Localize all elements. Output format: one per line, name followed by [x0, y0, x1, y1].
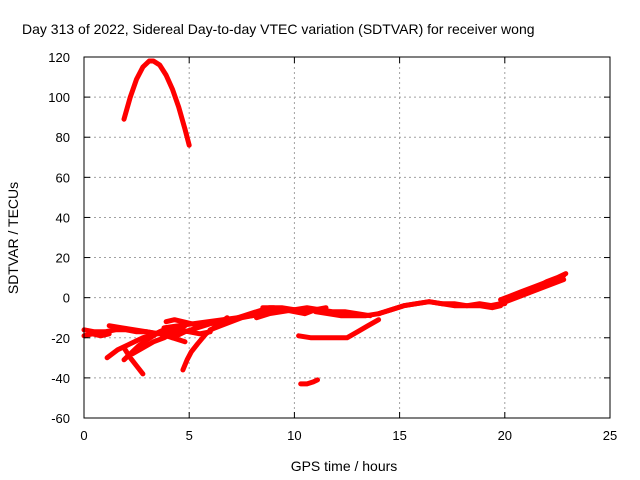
y-tick-label: 80	[56, 130, 70, 145]
y-tick-label: 20	[56, 251, 70, 266]
y-axis-label: SDTVAR / TECUs	[5, 182, 21, 294]
chart-title: Day 313 of 2022, Sidereal Day-to-day VTE…	[22, 21, 535, 37]
y-tick-label: 60	[56, 170, 70, 185]
y-tick-label: 40	[56, 210, 70, 225]
series-line-arc-q	[298, 377, 320, 387]
y-tick-label: 0	[63, 291, 70, 306]
x-tick-label: 5	[186, 428, 193, 443]
series-line-arc-k	[169, 317, 238, 341]
series-line-arc-g	[129, 323, 188, 357]
grid-layer	[84, 57, 610, 418]
y-tick-label: 120	[48, 50, 70, 65]
y-tick-label: -20	[51, 331, 70, 346]
series-line-arc-high	[121, 58, 192, 148]
x-tick-label: 10	[287, 428, 301, 443]
series-line-arc-s	[376, 299, 508, 317]
x-tick-label: 0	[80, 428, 87, 443]
x-tick-label: 25	[603, 428, 617, 443]
series-line-arc-p	[296, 317, 382, 341]
x-tick-label: 20	[498, 428, 512, 443]
y-tick-label: -60	[51, 411, 70, 426]
tick-layer: 0 5 10 15 20 25 -60 -40 -20 0 20 40 60 80 100 120	[48, 50, 617, 443]
x-axis-label: GPS time / hours	[291, 458, 398, 474]
series-line-arc-f	[121, 345, 146, 377]
y-tick-label: 100	[48, 90, 70, 105]
series-layer	[81, 58, 569, 387]
series-line-arc-v	[512, 271, 569, 301]
plot-frame	[83, 56, 611, 419]
y-tick-label: -40	[51, 371, 70, 386]
series-line-arc-b	[81, 331, 112, 339]
x-tick-label: 15	[392, 428, 406, 443]
